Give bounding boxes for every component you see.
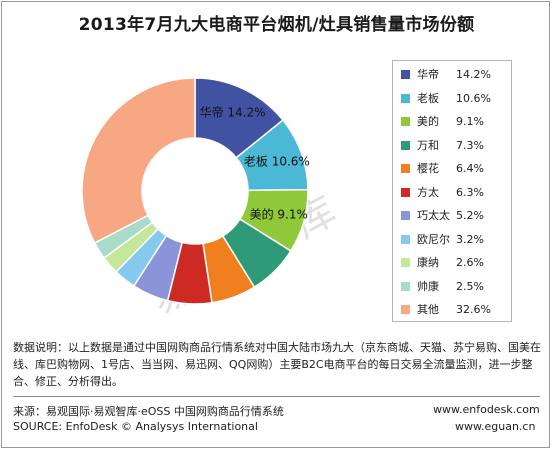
legend-value: 2.5% xyxy=(456,279,484,293)
legend-swatch xyxy=(401,281,410,291)
legend-value: 5.2% xyxy=(456,209,484,222)
slice-data-label-1: 华帝 14.2% xyxy=(200,105,266,120)
donut-slice-11 xyxy=(81,77,196,244)
legend-swatch xyxy=(401,258,410,267)
legend-label: 方太 xyxy=(417,185,439,199)
legend-value: 10.6% xyxy=(456,91,491,105)
chart-legend: 华帝 14.2% 老板 10.6% 美的 9.1% 万和 7.3% 樱花 6.4% 方太 6.3% 巧太… xyxy=(392,60,512,322)
source-en: SOURCE: EnfoDesk © Analysys Internationa… xyxy=(13,420,258,433)
source-cn: 来源：易观国际·易观智库·eOSS 中国网购商品行情系统 xyxy=(13,405,284,418)
legend-value: 14.2% xyxy=(456,68,491,81)
legend-label: 康纳 xyxy=(417,256,439,269)
legend-swatch xyxy=(401,140,410,150)
legend-value: 7.3% xyxy=(456,138,484,152)
legend-swatch xyxy=(401,70,410,79)
legend-label: 帅康 xyxy=(417,279,439,293)
legend-value: 6.3% xyxy=(456,185,484,199)
slice-data-label-3: 美的 9.1% xyxy=(250,206,308,221)
legend-swatch xyxy=(401,234,410,244)
legend-label: 华帝 xyxy=(417,68,439,81)
legend-label: 老板 xyxy=(417,91,439,105)
legend-label: 樱花 xyxy=(417,162,439,175)
url-eguan[interactable]: www.eguan.cn xyxy=(455,420,536,433)
legend-swatch xyxy=(401,164,410,173)
url-enfodesk[interactable]: www.enfodesk.com xyxy=(433,403,540,416)
slice-data-label-2: 老板 10.6% xyxy=(244,155,310,169)
legend-label: 欧尼尔 xyxy=(417,232,450,246)
legend-label: 其他 xyxy=(417,303,439,316)
legend-swatch xyxy=(401,187,410,197)
legend-label: 万和 xyxy=(417,138,439,152)
legend-label: 美的 xyxy=(417,115,439,128)
legend-value: 32.6% xyxy=(456,303,491,316)
legend-value: 2.6% xyxy=(456,256,484,269)
chart-title: 2013年7月九大电商平台烟机/灶具销售量市场份额 xyxy=(78,15,475,35)
legend-swatch xyxy=(401,305,410,314)
legend-value: 6.4% xyxy=(456,162,484,175)
legend-value: 3.2% xyxy=(456,232,484,246)
data-note: 数据说明：以上数据是通过中国网购商品行情系统对中国大陆市场九大（京东商城、天猫、… xyxy=(13,341,541,388)
legend-swatch xyxy=(401,93,410,103)
legend-swatch xyxy=(401,117,410,126)
footer-divider xyxy=(13,396,540,397)
legend-swatch xyxy=(401,211,410,220)
legend-value: 9.1% xyxy=(456,115,484,128)
legend-label: 巧太太 xyxy=(417,209,450,222)
